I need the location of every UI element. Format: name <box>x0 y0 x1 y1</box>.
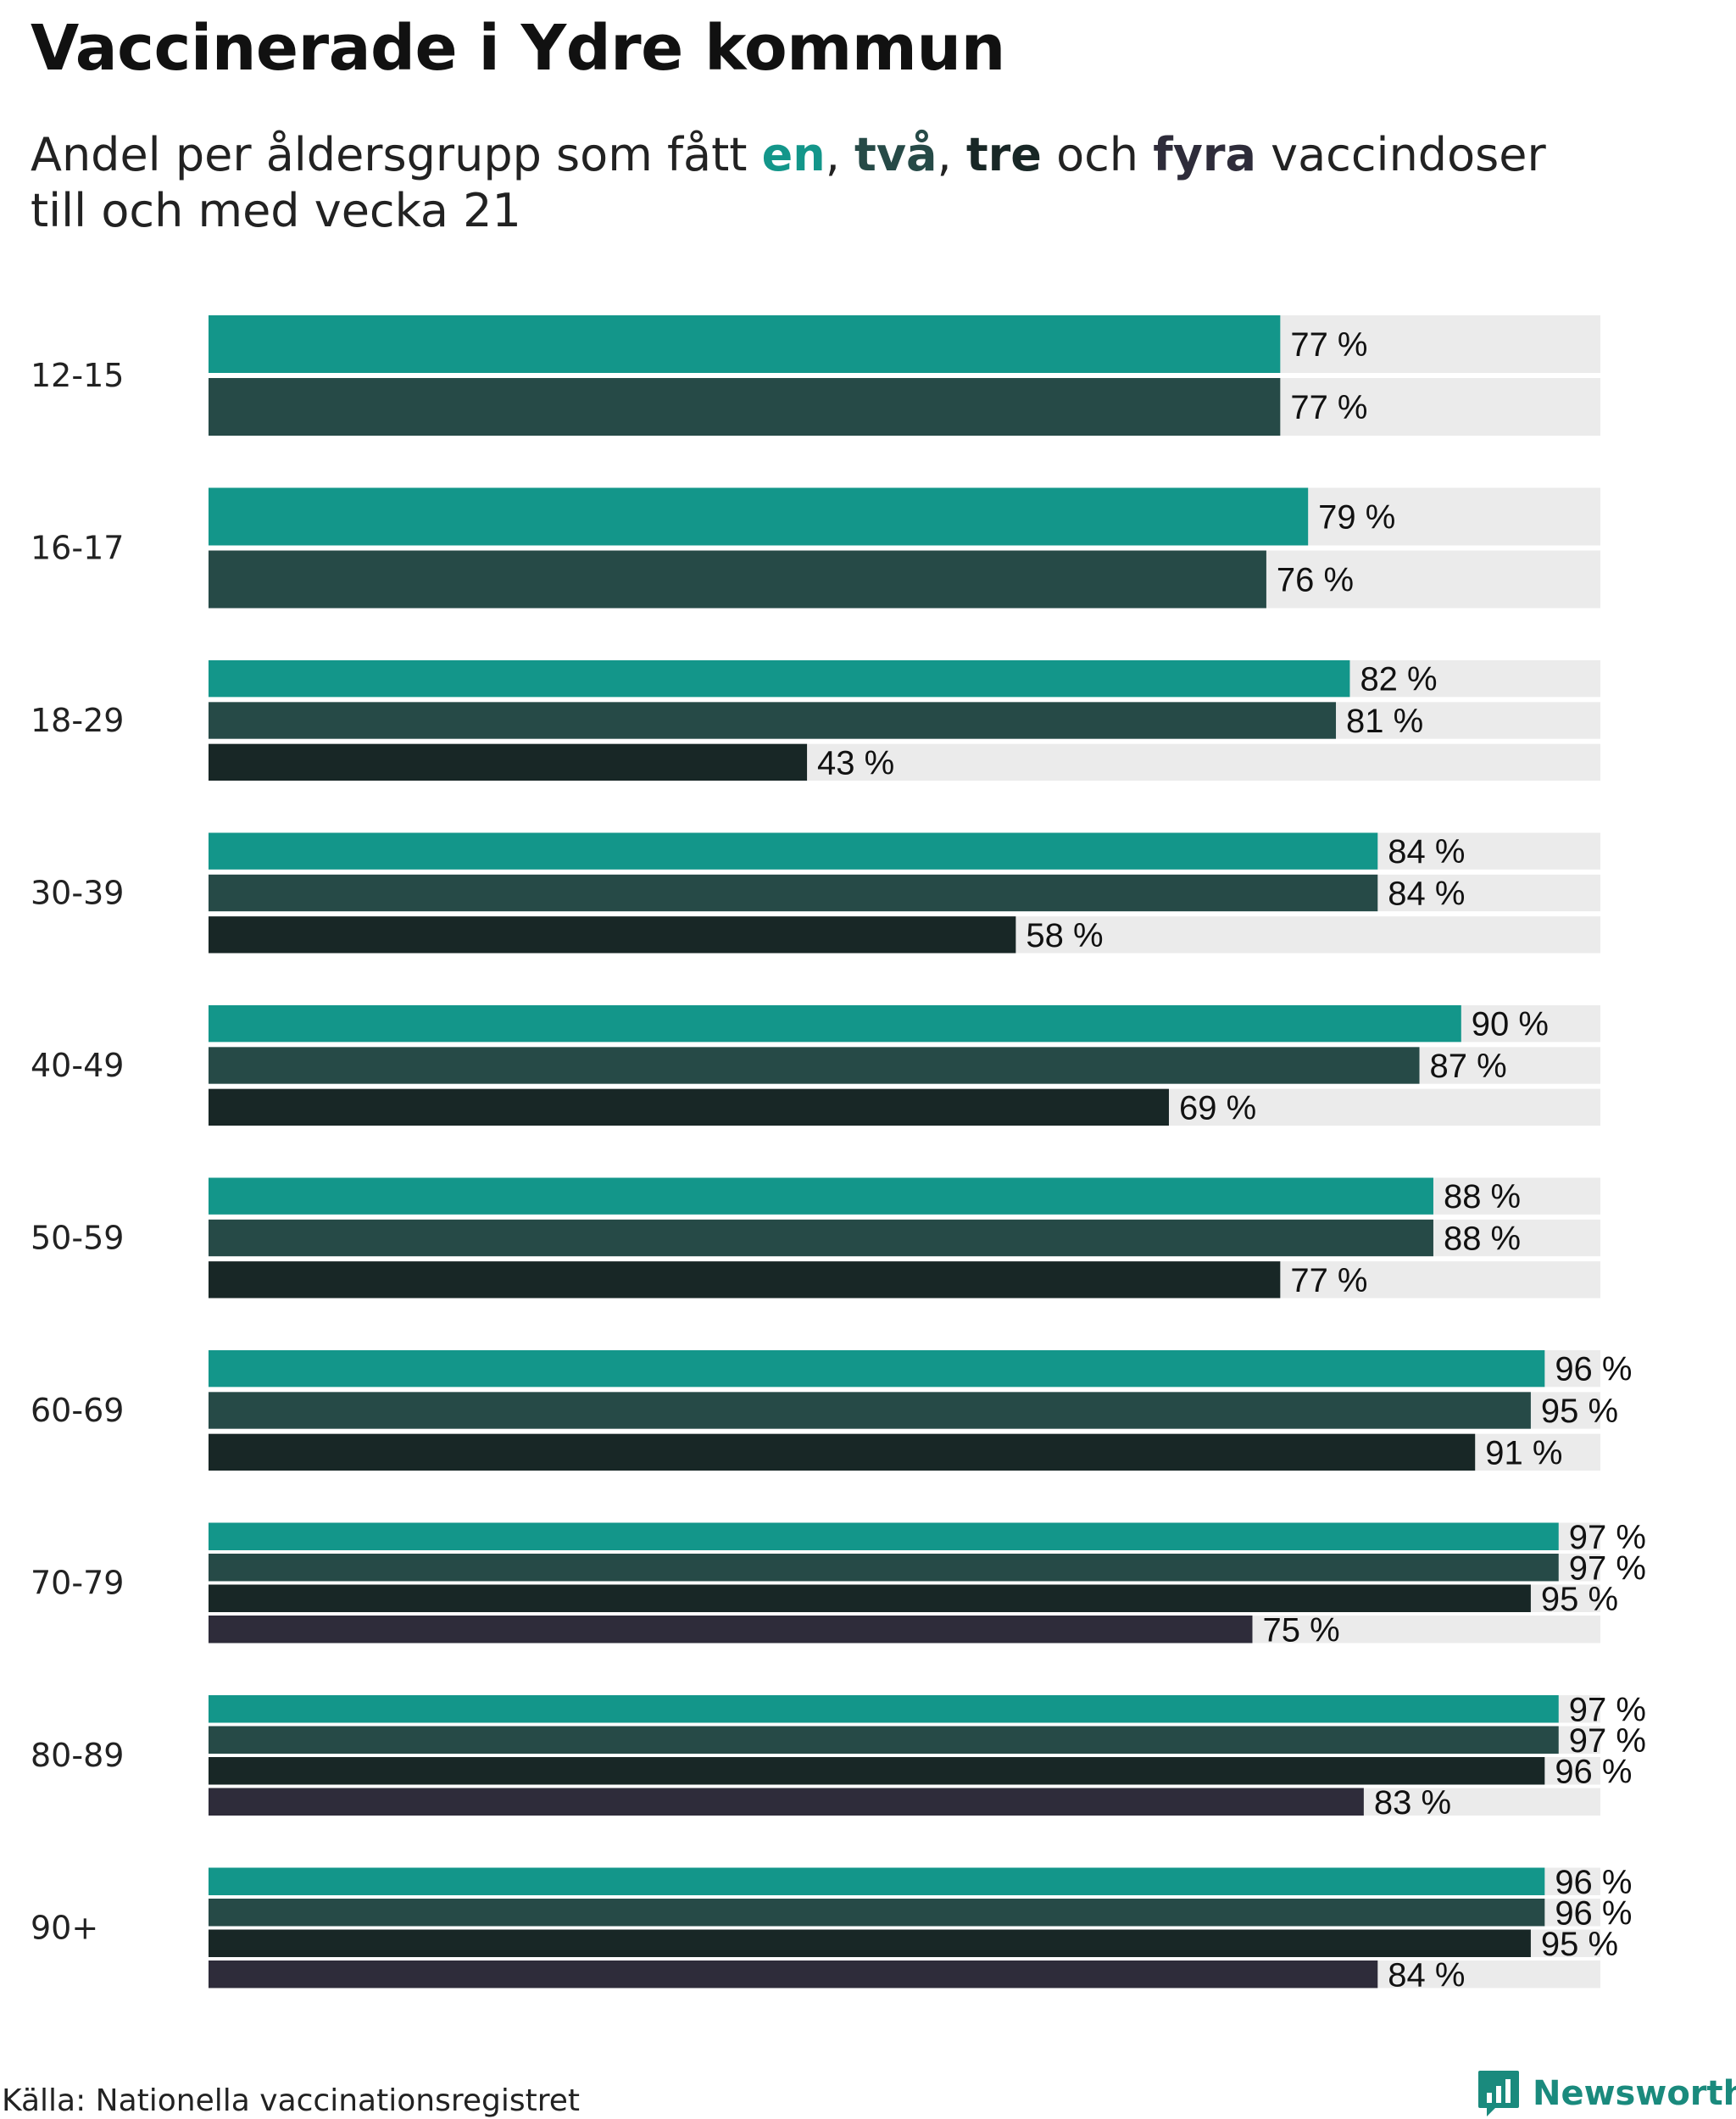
data-label: 96 % <box>1555 1864 1632 1901</box>
bar-en <box>209 1350 1545 1388</box>
subtitle-keyword-tre: tre <box>965 128 1042 181</box>
subtitle-line-1: Andel per åldersgrupp som fått en, två, … <box>31 127 1546 183</box>
bar-två <box>209 550 1266 609</box>
category-label: 12-15 <box>31 357 124 394</box>
newsworthy-logo-icon <box>1478 2071 1519 2116</box>
data-label: 97 % <box>1569 1722 1646 1760</box>
category-label: 50-59 <box>31 1220 124 1257</box>
data-label: 95 % <box>1541 1581 1618 1618</box>
bar-tre <box>209 1088 1169 1126</box>
bar-en <box>209 487 1309 546</box>
data-label: 43 % <box>817 744 894 781</box>
bar-två <box>209 1899 1545 1927</box>
subtitle-separator: , <box>937 128 966 181</box>
bar-tre <box>209 1929 1531 1957</box>
data-label: 69 % <box>1179 1089 1256 1126</box>
bar-tre <box>209 1261 1281 1299</box>
category-label: 18-29 <box>31 702 124 739</box>
bar-en <box>209 1177 1433 1215</box>
data-label: 77 % <box>1290 326 1367 364</box>
bar-två <box>209 1047 1420 1084</box>
bar-en <box>209 1522 1559 1550</box>
bar-tre <box>209 1757 1545 1785</box>
bar-en <box>209 832 1378 870</box>
bar-två <box>209 378 1281 436</box>
bar-två <box>209 1392 1531 1429</box>
bar-två <box>209 1726 1559 1754</box>
data-label: 84 % <box>1388 833 1465 870</box>
category-label: 70-79 <box>31 1565 124 1602</box>
bar-fyra <box>209 1960 1378 1988</box>
data-label: 58 % <box>1026 917 1103 954</box>
data-label: 79 % <box>1318 499 1395 537</box>
data-label: 81 % <box>1346 703 1423 740</box>
bar-en <box>209 315 1281 373</box>
bar-en <box>209 1005 1461 1043</box>
data-label: 95 % <box>1541 1393 1618 1430</box>
bar-två <box>209 1554 1559 1582</box>
subtitle-separator: , <box>825 128 855 181</box>
bar-chart: 12-15 77 % 77 % 16-17 79 % 76 % 18-29 82 % 81 % 4… <box>31 315 1646 1994</box>
category-label: 30-39 <box>31 875 124 912</box>
bar-en <box>209 1867 1545 1895</box>
data-label: 84 % <box>1388 1956 1465 1994</box>
category-label: 80-89 <box>31 1737 124 1774</box>
bar-fyra <box>209 1616 1253 1643</box>
bar-tre <box>209 916 1016 954</box>
source-note: Källa: Nationella vaccinationsregistret <box>2 2083 580 2118</box>
data-label: 96 % <box>1555 1753 1632 1790</box>
subtitle-suffix: vaccindoser <box>1255 128 1546 181</box>
bar-två <box>209 702 1337 739</box>
data-label: 88 % <box>1444 1221 1521 1258</box>
chart-subtitle: Andel per åldersgrupp som fått en, två, … <box>31 127 1546 239</box>
subtitle-keyword-en: en <box>761 128 826 181</box>
subtitle-keyword-tva: två <box>854 128 938 181</box>
brand-logo: Newsworthy <box>1477 2068 1736 2119</box>
bar-en <box>209 1695 1559 1723</box>
data-label: 96 % <box>1555 1894 1632 1932</box>
data-label: 91 % <box>1485 1434 1562 1471</box>
subtitle-line-2: till och med vecka 21 <box>31 184 521 237</box>
category-label: 16-17 <box>31 530 124 567</box>
data-label: 97 % <box>1569 1519 1646 1556</box>
bar-tre <box>209 743 808 781</box>
data-label: 75 % <box>1263 1611 1340 1649</box>
category-label: 60-69 <box>31 1392 124 1429</box>
data-label: 87 % <box>1430 1048 1507 1085</box>
category-label: 40-49 <box>31 1047 124 1084</box>
data-label: 97 % <box>1569 1691 1646 1728</box>
bar-fyra <box>209 1788 1364 1816</box>
bar-tre <box>209 1584 1531 1612</box>
subtitle-prefix: Andel per åldersgrupp som fått <box>31 128 762 181</box>
data-label: 95 % <box>1541 1926 1618 1963</box>
category-label: 90+ <box>31 1910 98 1947</box>
data-label: 96 % <box>1555 1351 1632 1388</box>
data-label: 97 % <box>1569 1549 1646 1587</box>
data-label: 84 % <box>1388 876 1465 913</box>
data-label: 77 % <box>1290 389 1367 426</box>
data-label: 83 % <box>1374 1784 1451 1821</box>
bar-två <box>209 1219 1433 1257</box>
data-label: 76 % <box>1277 562 1354 599</box>
subtitle-keyword-fyra: fyra <box>1153 128 1256 181</box>
data-label: 90 % <box>1472 1006 1549 1043</box>
data-label: 77 % <box>1290 1262 1367 1299</box>
chart-title: Vaccinerade i Ydre kommun <box>31 12 1005 85</box>
brand-name: Newsworthy <box>1533 2074 1736 2113</box>
bar-tre <box>209 1433 1476 1471</box>
data-label: 82 % <box>1360 661 1437 698</box>
data-label: 88 % <box>1444 1178 1521 1215</box>
bar-två <box>209 874 1378 912</box>
bar-en <box>209 660 1350 698</box>
subtitle-separator: och <box>1041 128 1154 181</box>
